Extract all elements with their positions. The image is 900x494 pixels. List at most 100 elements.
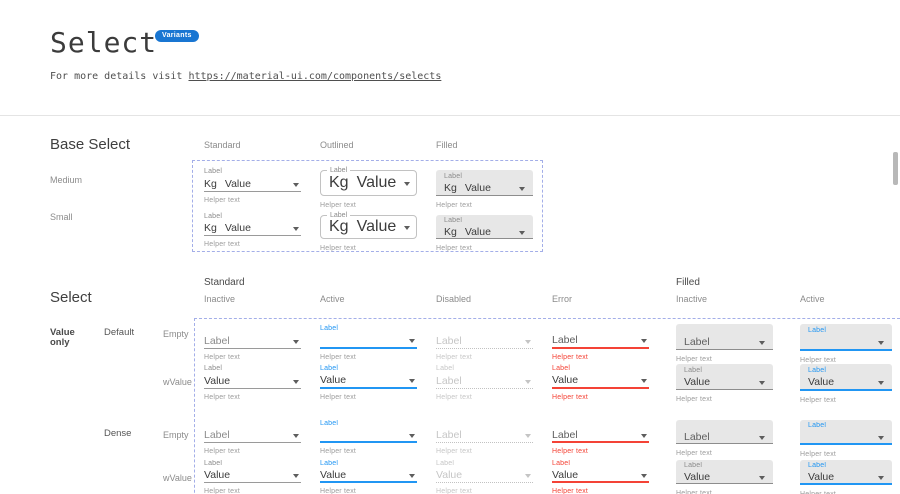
select-input[interactable]: Kg Value bbox=[444, 181, 525, 195]
base-column-header: Filled bbox=[436, 140, 458, 150]
filled-box[interactable]: Label Kg Value bbox=[436, 170, 533, 196]
select-cell: Label Helper text bbox=[436, 420, 533, 456]
spec-boundary bbox=[192, 160, 543, 252]
select-label bbox=[684, 422, 765, 430]
filled-box[interactable]: Label Value bbox=[676, 364, 773, 390]
select-input[interactable]: Value bbox=[204, 373, 301, 389]
helper-text: Helper text bbox=[436, 354, 473, 361]
select-label: Label bbox=[327, 167, 351, 175]
helper-text: Helper text bbox=[320, 245, 357, 252]
helper-text: Helper text bbox=[436, 394, 473, 401]
select-input[interactable]: Value bbox=[320, 373, 417, 389]
select-input[interactable]: Label bbox=[436, 428, 533, 443]
filled-box[interactable]: Label bbox=[676, 420, 773, 444]
select-value: Label bbox=[436, 429, 462, 441]
filled-box[interactable]: Label Value bbox=[676, 460, 773, 484]
variants-badge[interactable]: Variants bbox=[155, 30, 199, 42]
helper-text: Helper text bbox=[204, 241, 241, 248]
select-input[interactable]: Label bbox=[684, 335, 765, 349]
select-value: Value bbox=[808, 470, 835, 483]
select-input[interactable]: Value bbox=[204, 468, 301, 483]
dropdown-arrow-icon bbox=[404, 226, 410, 230]
helper-text: Helper text bbox=[320, 394, 357, 401]
select-input[interactable] bbox=[320, 333, 417, 349]
intro-link[interactable]: https://material-ui.com/components/selec… bbox=[188, 71, 442, 82]
dropdown-arrow-icon bbox=[525, 339, 531, 344]
filled-box[interactable]: Label Kg Value bbox=[436, 215, 533, 239]
select-label bbox=[436, 324, 533, 333]
select-input[interactable]: Label bbox=[204, 333, 301, 349]
helper-text: Helper text bbox=[320, 488, 357, 494]
select-input[interactable]: Label bbox=[552, 428, 649, 443]
subgroup-label: Default bbox=[104, 327, 135, 338]
select-label: Label bbox=[552, 365, 571, 372]
select-input[interactable]: Value bbox=[552, 468, 649, 483]
select-input[interactable]: Label bbox=[684, 430, 765, 443]
dropdown-arrow-icon bbox=[293, 227, 299, 231]
outlined-box[interactable]: Label Kg Value bbox=[320, 167, 417, 196]
select-input[interactable]: Kg Value bbox=[204, 176, 301, 192]
select-input[interactable] bbox=[808, 430, 884, 443]
select-input[interactable] bbox=[808, 335, 884, 349]
filled-box[interactable]: Label Value bbox=[800, 460, 892, 485]
select-label: Label bbox=[808, 462, 827, 469]
select-input[interactable]: Value bbox=[684, 375, 765, 389]
select-input[interactable]: Value bbox=[808, 470, 884, 483]
select-value: Value bbox=[320, 468, 347, 481]
select-cell: Label Helper text bbox=[552, 324, 649, 362]
filled-box[interactable]: Label bbox=[800, 324, 892, 351]
dropdown-arrow-icon bbox=[409, 433, 415, 438]
select-label bbox=[552, 324, 649, 333]
select-input[interactable]: Value bbox=[320, 468, 417, 483]
helper-text: Helper text bbox=[436, 202, 473, 209]
select-cell: Label Kg Value Helper text bbox=[436, 167, 533, 210]
select-cell: Label Kg Value Helper text bbox=[320, 167, 417, 210]
select-label: Label bbox=[204, 365, 223, 372]
dropdown-arrow-icon bbox=[409, 339, 415, 343]
section-heading-base-select: Base Select bbox=[50, 136, 131, 153]
select-input[interactable]: Label bbox=[436, 333, 533, 349]
select-input[interactable]: Value bbox=[436, 468, 533, 483]
dropdown-arrow-icon bbox=[525, 474, 531, 478]
dropdown-arrow-icon bbox=[759, 381, 765, 385]
select-label bbox=[204, 420, 301, 428]
select-value: Value bbox=[356, 218, 397, 235]
select-input[interactable]: Value bbox=[552, 373, 649, 389]
select-label: Label bbox=[684, 462, 703, 469]
vertical-scrollbar-thumb[interactable] bbox=[893, 152, 898, 185]
select-input[interactable] bbox=[320, 428, 417, 443]
select-input[interactable]: Label bbox=[436, 373, 533, 389]
filled-box[interactable]: Label bbox=[800, 420, 892, 445]
filled-box[interactable]: Label Value bbox=[800, 364, 892, 391]
select-input[interactable]: Kg Value bbox=[204, 221, 301, 236]
select-value: Value bbox=[436, 469, 463, 481]
select-label: Label bbox=[552, 460, 571, 467]
select-label bbox=[684, 326, 765, 335]
select-value: Value bbox=[204, 374, 231, 387]
select-input[interactable]: Value bbox=[808, 375, 884, 389]
select-cell: Label Label Helper text bbox=[436, 364, 533, 402]
intro-line: For more details visit https://material-… bbox=[50, 71, 441, 82]
dropdown-arrow-icon bbox=[759, 341, 765, 345]
select-cell: Label Helper text bbox=[320, 420, 417, 456]
adornment-text: Kg bbox=[329, 218, 349, 235]
outlined-box[interactable]: Label Kg Value bbox=[320, 212, 417, 239]
select-cell: Label Helper text bbox=[676, 420, 773, 458]
select-input[interactable]: Label bbox=[552, 333, 649, 349]
helper-text: Helper text bbox=[320, 202, 357, 209]
dropdown-arrow-icon bbox=[759, 435, 765, 440]
select-cell: Label Helper text bbox=[204, 324, 301, 362]
select-value: Label bbox=[684, 336, 710, 348]
filled-box[interactable]: Label bbox=[676, 324, 773, 350]
select-input[interactable]: Kg Value bbox=[444, 225, 525, 238]
select-label: Label bbox=[320, 365, 339, 372]
dropdown-arrow-icon bbox=[878, 435, 884, 440]
state-column-header: Inactive bbox=[204, 294, 236, 304]
select-input[interactable]: Label bbox=[204, 428, 301, 443]
select-input[interactable]: Value bbox=[684, 470, 765, 483]
dropdown-arrow-icon bbox=[525, 434, 531, 438]
select-label bbox=[552, 420, 649, 428]
